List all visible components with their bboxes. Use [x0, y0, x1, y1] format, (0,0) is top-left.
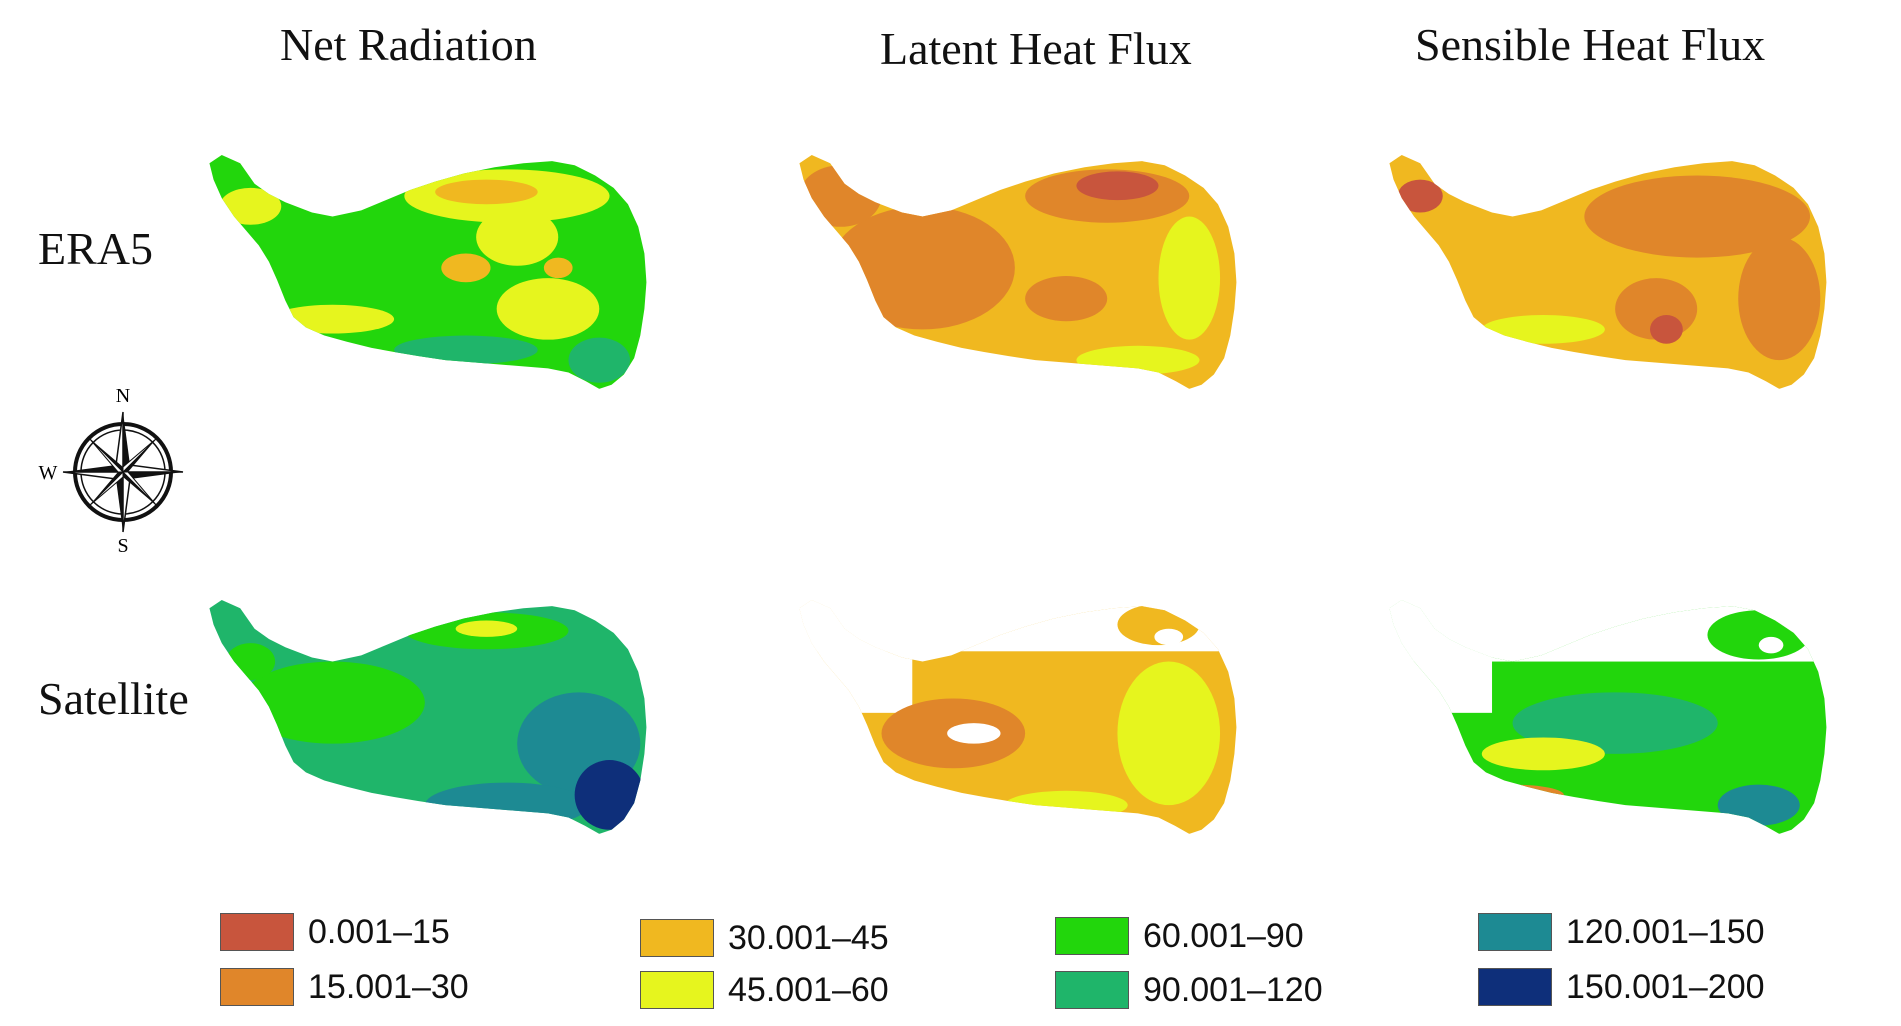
column-title-sensible-heat-flux: Sensible Heat Flux	[1415, 19, 1766, 70]
compass-north-label: N	[116, 385, 130, 407]
legend-swatch	[220, 913, 294, 951]
legend-swatch	[1478, 968, 1552, 1006]
legend-item: 15.001–30	[220, 967, 469, 1007]
row-label-satellite: Satellite	[38, 673, 189, 724]
map-satellite-latent-heat-flux	[799, 600, 1237, 834]
map-era5-net-radiation	[209, 155, 647, 389]
legend-label: 15.001–30	[308, 967, 469, 1006]
row-label-era5: ERA5	[38, 223, 153, 274]
legend-item: 30.001–45	[640, 918, 889, 958]
legend-swatch	[640, 919, 714, 957]
north-arrow-compass-icon: N S W E	[39, 385, 184, 557]
legend-label: 30.001–45	[728, 918, 889, 957]
map-era5-sensible-heat-flux	[1389, 155, 1827, 389]
legend-item: 120.001–150	[1478, 912, 1765, 952]
legend-swatch	[220, 968, 294, 1006]
legend-label: 90.001–120	[1143, 970, 1323, 1009]
legend-label: 60.001–90	[1143, 916, 1304, 955]
map-satellite-net-radiation	[209, 600, 647, 834]
legend-item: 90.001–120	[1055, 970, 1323, 1010]
compass-west-label: W	[39, 462, 58, 484]
legend-label: 120.001–150	[1566, 912, 1765, 951]
legend-item: 0.001–15	[220, 912, 450, 952]
legend-swatch	[1055, 971, 1129, 1009]
legend-item: 45.001–60	[640, 970, 889, 1010]
legend-label: 0.001–15	[308, 912, 450, 951]
legend-swatch	[640, 971, 714, 1009]
legend-label: 45.001–60	[728, 970, 889, 1009]
legend-swatch	[1055, 917, 1129, 955]
column-title-latent-heat-flux: Latent Heat Flux	[880, 23, 1192, 74]
map-era5-latent-heat-flux	[799, 155, 1237, 389]
legend-item: 150.001–200	[1478, 967, 1765, 1007]
compass-south-label: S	[117, 535, 128, 557]
column-title-net-radiation: Net Radiation	[280, 19, 537, 70]
map-satellite-sensible-heat-flux	[1389, 600, 1827, 834]
legend-swatch	[1478, 913, 1552, 951]
legend-item: 60.001–90	[1055, 916, 1304, 956]
legend-label: 150.001–200	[1566, 967, 1765, 1006]
